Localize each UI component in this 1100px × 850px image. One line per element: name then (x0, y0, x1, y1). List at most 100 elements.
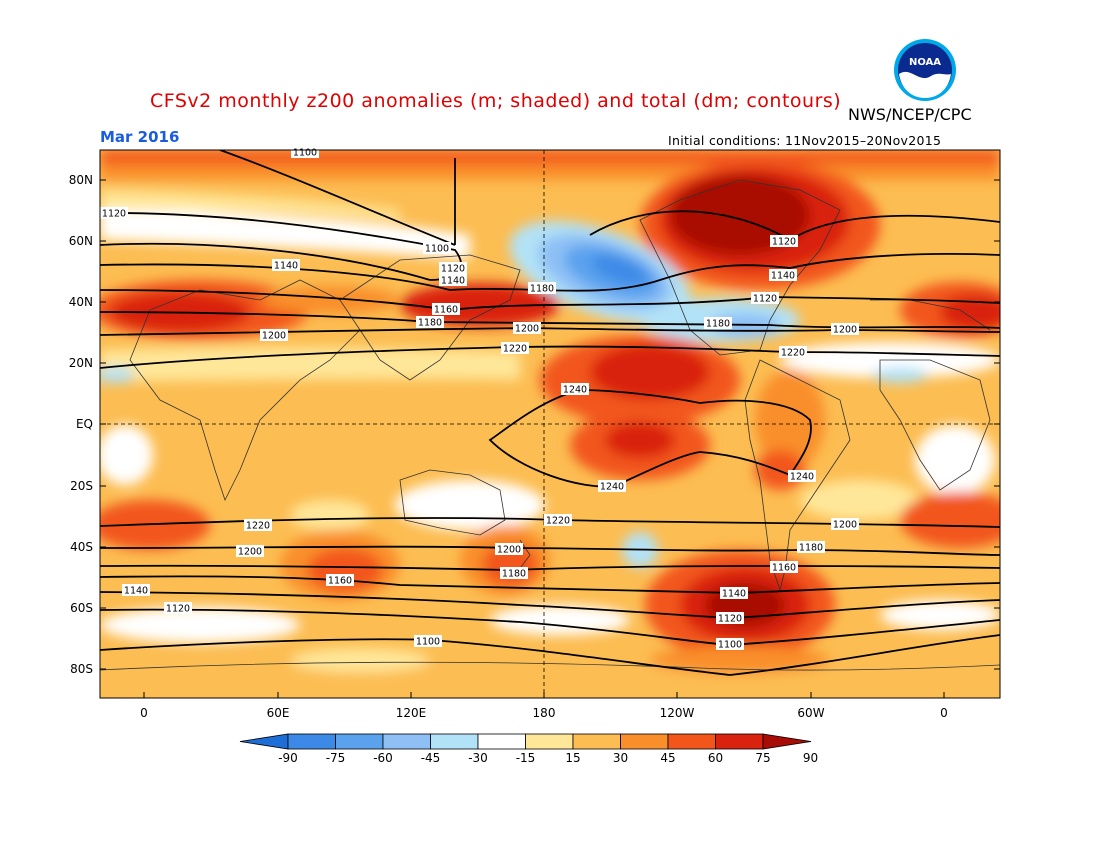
contour-label: 1140 (274, 261, 298, 272)
contour-label: 1100 (718, 640, 742, 651)
contour-label-bg (100, 207, 128, 219)
contour-label-bg (779, 346, 807, 358)
lat-label: 20N (69, 356, 93, 370)
lon-label: 120E (396, 706, 427, 720)
contour-label-bg (716, 612, 744, 624)
colorbar-swatch (477, 733, 526, 750)
lon-label: 120W (660, 706, 695, 720)
noaa-logo: NOAA (894, 39, 956, 101)
lon-label: 60W (797, 706, 824, 720)
contour-label-bg (831, 518, 859, 530)
contour-label-bg (495, 543, 523, 555)
contour-label-bg (770, 561, 798, 573)
contour-label: 1240 (563, 385, 587, 396)
forecast-month: Mar 2016 (100, 128, 180, 146)
contour-label-bg (769, 269, 797, 281)
contour-label-bg (788, 470, 816, 482)
contour-1180 (100, 289, 1000, 311)
contour-label: 1120 (753, 294, 777, 305)
contour-label: 1140 (771, 271, 795, 282)
contour-label-bg (439, 274, 467, 286)
lat-label: 80N (69, 173, 93, 187)
contour-label-bg (244, 519, 272, 531)
contour-label: 1180 (418, 318, 442, 329)
colorbar-swatch (715, 733, 764, 750)
colorbar-swatch (620, 733, 669, 750)
logo-text: NOAA (909, 57, 941, 68)
contour-label: 1200 (833, 520, 857, 531)
contour-1160-s (100, 575, 1000, 594)
contour-label: 1200 (262, 331, 286, 342)
contour-1200-s (100, 545, 1000, 556)
lat-label: 20S (70, 479, 93, 493)
contour-1100-s (100, 634, 1000, 676)
contour-label: 1180 (706, 319, 730, 330)
longitude-axis: 0 60E 120E 180 120W 60W 0 (140, 692, 948, 720)
contour-label-bg (432, 303, 460, 315)
contour-label: 1200 (238, 547, 262, 558)
contour-label: 1100 (293, 148, 317, 159)
contour-label-bg (720, 587, 748, 599)
contour-label-bg (326, 574, 354, 586)
contour-label: 1180 (799, 543, 823, 554)
lon-label: 0 (940, 706, 948, 720)
contour-1120-s (100, 608, 1000, 646)
contour-label: 1140 (441, 276, 465, 287)
contour-label: 1220 (546, 516, 570, 527)
contour-label: 1160 (328, 576, 352, 587)
contour-label: 1160 (772, 563, 796, 574)
lat-label: 80S (70, 662, 93, 676)
colorbar-label: 45 (660, 751, 675, 765)
contour-label-bg (122, 584, 150, 596)
contour-label: 1240 (600, 482, 624, 493)
contour-label-bg (500, 567, 528, 579)
lat-label: 60N (69, 234, 93, 248)
contour-label-bg (439, 262, 467, 274)
contour-label: 1120 (102, 209, 126, 220)
chart-title: CFSv2 monthly z200 anomalies (m; shaded)… (150, 90, 842, 112)
contour-label: 1200 (833, 325, 857, 336)
colorbar-swatch (335, 733, 384, 750)
colorbar-swatch (382, 733, 431, 750)
lon-label: 60E (267, 706, 290, 720)
colorbar: -90 -75 -60 -45 -30 -15 15 30 45 60 75 90 (239, 733, 818, 765)
colorbar-label: -90 (278, 751, 298, 765)
contour-label-bg (544, 514, 572, 526)
contour-label-bg (164, 602, 192, 614)
contour-label: 1200 (497, 545, 521, 556)
lat-label: 40N (69, 295, 93, 309)
colorbar-swatch (287, 733, 336, 750)
contour-label-bg (598, 480, 626, 492)
contour-label: 1140 (124, 586, 148, 597)
contour-label-bg (831, 323, 859, 335)
agency-label: NWS/NCEP/CPC (848, 105, 972, 124)
contour-label-bg (751, 292, 779, 304)
contour-label-bg (416, 316, 444, 328)
colorbar-label: -60 (373, 751, 393, 765)
contour-label: 1120 (166, 604, 190, 615)
colorbar-swatch (430, 733, 479, 750)
colorbar-swatch (572, 733, 621, 750)
colorbar-label: 90 (803, 751, 818, 765)
contour-label: 1100 (425, 244, 449, 255)
colorbar-label: 60 (708, 751, 723, 765)
contour-label: 1120 (772, 237, 796, 248)
lat-label: EQ (76, 417, 93, 431)
contour-label-bg (291, 146, 319, 158)
contour-label-bg (770, 235, 798, 247)
contour-labels: 1100 1120 1100 1120 1120 1140 1140 1140 1120 1160… (100, 146, 859, 651)
contour-label-bg (236, 545, 264, 557)
contour-label: 1200 (515, 324, 539, 335)
contour-label: 1160 (434, 305, 458, 316)
colorbar-label: -30 (468, 751, 488, 765)
contour-label-bg (528, 282, 556, 294)
contour-label: 1220 (781, 348, 805, 359)
contour-label-bg (704, 317, 732, 329)
contour-label: 1240 (790, 472, 814, 483)
contour-label: 1140 (722, 589, 746, 600)
contour-1140 (100, 253, 1000, 292)
contour-label-bg (513, 322, 541, 334)
contour-1180-s (100, 564, 1000, 571)
initial-conditions: Initial conditions: 11Nov2015–20Nov2015 (668, 133, 942, 148)
